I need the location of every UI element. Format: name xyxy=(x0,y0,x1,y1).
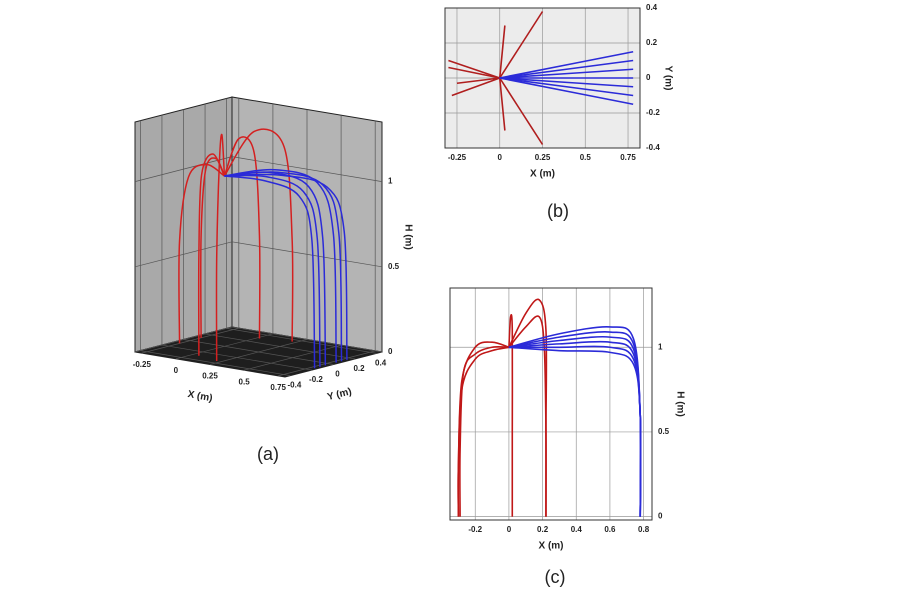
panel-caption: (a) xyxy=(257,444,279,464)
trajectory xyxy=(499,77,634,106)
x-tick-label: -0.25 xyxy=(448,153,467,162)
trajectory xyxy=(499,11,544,79)
trajectory xyxy=(508,315,547,517)
grid-line xyxy=(183,339,334,365)
plot-frame xyxy=(449,287,653,521)
trajectory xyxy=(456,77,500,85)
y-tick-label: -0.4 xyxy=(646,143,660,152)
panel-caption: (c) xyxy=(545,567,566,587)
y-tick-label: 1 xyxy=(658,342,663,351)
trajectory xyxy=(223,128,294,342)
grid-line xyxy=(231,156,383,182)
trajectory xyxy=(224,168,337,363)
y-tick-label: 0.5 xyxy=(658,427,670,436)
y-axis-label: H (m) xyxy=(674,391,685,417)
y-tick-label: -0.4 xyxy=(287,381,301,390)
y-tick-label: 0 xyxy=(658,512,663,521)
x-tick-label: -0.2 xyxy=(468,525,482,534)
y-tick-label: 0 xyxy=(646,73,651,82)
grid-line xyxy=(134,241,233,268)
x-axis-label: X (m) xyxy=(539,541,564,552)
x-tick-label: 0.5 xyxy=(239,377,251,386)
x-tick-label: 0.25 xyxy=(202,372,218,381)
plot-area xyxy=(450,288,652,520)
trajectory xyxy=(224,175,316,369)
x-tick-label: 0.5 xyxy=(580,153,592,162)
trajectory xyxy=(498,25,506,79)
x-tick-label: 0 xyxy=(507,525,512,534)
x-tick-label: 0 xyxy=(174,366,179,375)
x-tick-label: 0.75 xyxy=(620,153,636,162)
trajectory xyxy=(223,136,261,339)
y-axis-label: Y (m) xyxy=(326,386,353,403)
x-axis-label: X (m) xyxy=(187,389,214,404)
trajectory xyxy=(224,173,348,360)
grid-line xyxy=(204,333,356,360)
z-tick-label: 0.5 xyxy=(388,262,400,271)
trajectory xyxy=(499,77,544,145)
x-tick-label: 0.2 xyxy=(537,525,549,534)
trajectory xyxy=(224,174,321,367)
y-tick-label: 0.4 xyxy=(375,358,387,367)
x-tick-label: 0.8 xyxy=(638,525,650,534)
y-tick-label: -0.2 xyxy=(309,375,323,384)
x-tick-label: 0.4 xyxy=(571,525,583,534)
x-axis-label: X (m) xyxy=(530,169,555,180)
x-tick-label: 0.75 xyxy=(270,383,286,392)
x-tick-label: 0.25 xyxy=(535,153,551,162)
y-tick-label: 0.4 xyxy=(646,3,658,12)
y-tick-label: 0 xyxy=(335,370,340,379)
trajectory xyxy=(178,163,225,344)
z-axis-label: H (m) xyxy=(402,224,413,250)
z-tick-label: 0 xyxy=(388,347,393,356)
trajectory xyxy=(508,346,642,517)
trajectory xyxy=(197,153,226,356)
panel-caption: (b) xyxy=(547,201,569,221)
grid-line xyxy=(231,326,383,353)
trajectory xyxy=(224,171,327,366)
grid-line xyxy=(231,241,383,268)
x-tick-label: 0 xyxy=(498,153,503,162)
x-tick-label: 0.6 xyxy=(604,525,616,534)
y-tick-label: 0.2 xyxy=(646,38,658,47)
grid-line xyxy=(226,328,377,354)
trajectory xyxy=(448,66,500,79)
y-tick-label: -0.2 xyxy=(646,108,660,117)
z-tick-label: 1 xyxy=(388,177,393,186)
trajectory xyxy=(498,77,506,131)
x-tick-label: -0.25 xyxy=(133,360,152,369)
trajectory xyxy=(457,346,510,517)
trajectory xyxy=(459,345,509,517)
grid-line xyxy=(161,344,313,371)
plot-frame xyxy=(444,7,641,149)
y-axis-label: Y (m) xyxy=(662,66,673,91)
trajectory xyxy=(215,133,226,362)
grid-line xyxy=(140,350,291,376)
y-tick-label: 0.2 xyxy=(353,364,365,373)
grid-line xyxy=(134,156,233,182)
